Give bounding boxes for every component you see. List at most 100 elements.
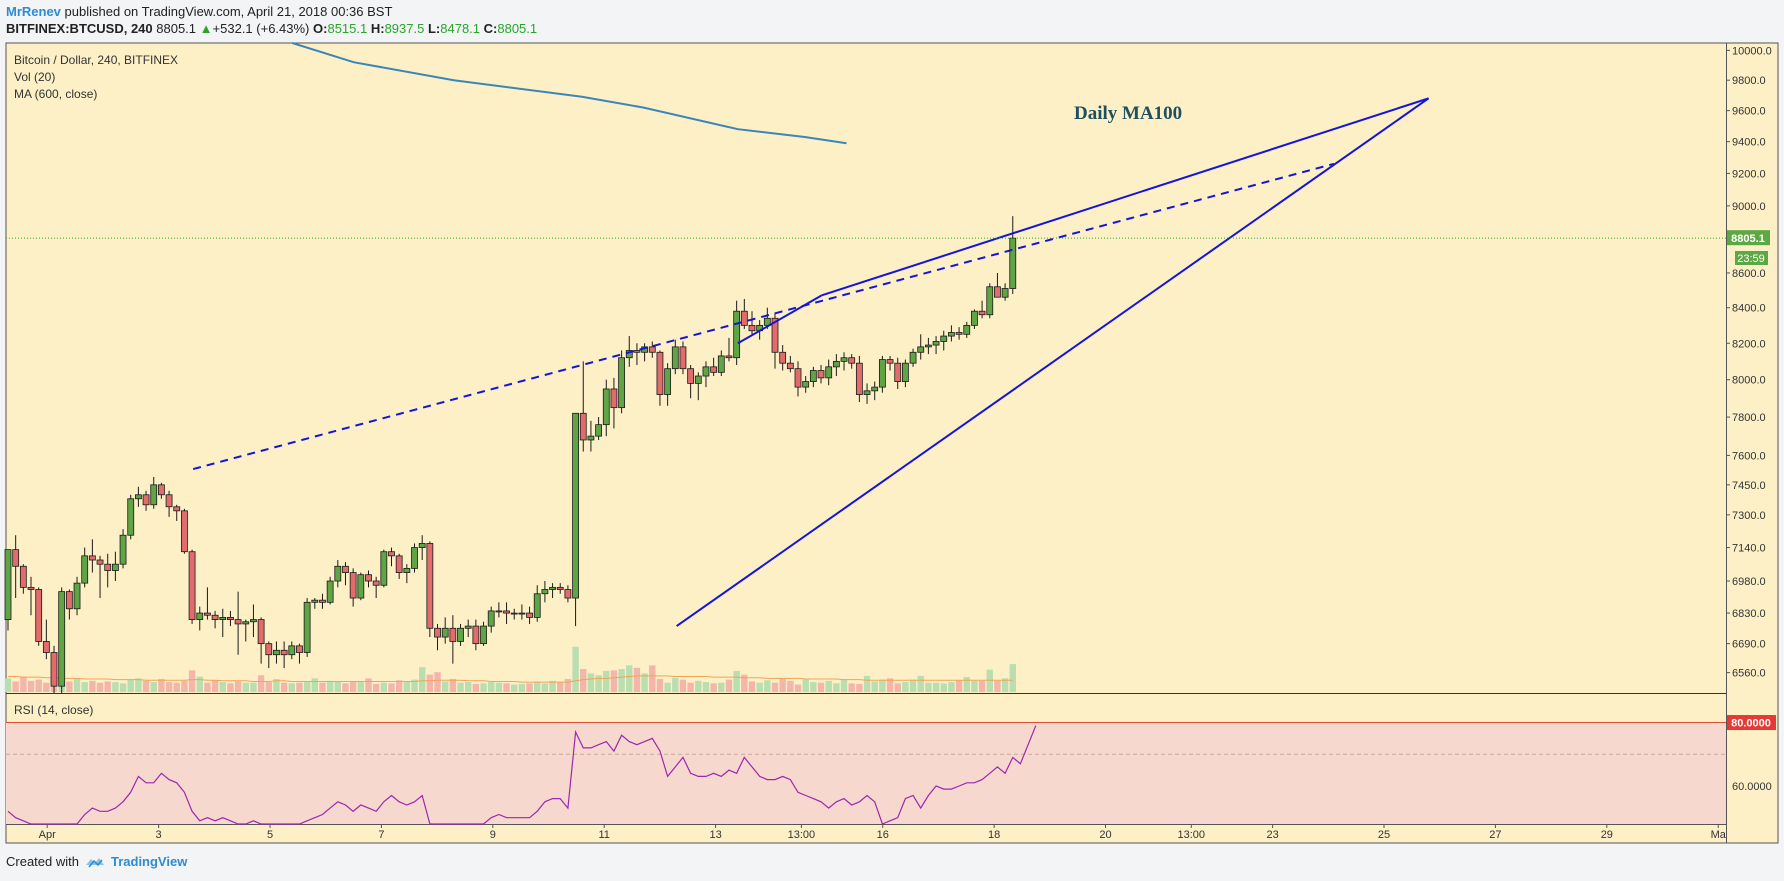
candle (380, 549, 388, 588)
time-tick-label: 18 (988, 829, 1000, 841)
candle-body (579, 412, 587, 441)
author-link[interactable]: MrRenev (6, 4, 61, 19)
candle-body (311, 599, 319, 603)
volume-bar (618, 669, 625, 692)
candle-body (19, 565, 27, 588)
candle (832, 354, 840, 377)
volume-bar (449, 678, 457, 692)
chart-legend-title: Bitcoin / Dollar, 240, BITFINEX (14, 53, 178, 67)
candle (227, 610, 234, 627)
rsi-overbought-band (6, 722, 1726, 824)
candle (656, 350, 664, 406)
price-tick-label: 8400.0 (1732, 303, 1766, 315)
candle (794, 361, 802, 397)
volume-bar (242, 682, 249, 692)
volume-bar (158, 678, 165, 692)
volume-bar (257, 675, 265, 692)
candle-body (27, 586, 35, 590)
volume-bar (227, 683, 234, 692)
candle-body (173, 506, 181, 512)
price-tick-label: 7300.0 (1732, 510, 1766, 522)
candle (65, 589, 73, 620)
candle-body (710, 366, 718, 373)
volume-legend: Vol (20) (14, 70, 55, 84)
candle (894, 357, 902, 389)
price-tick-label: 8000.0 (1732, 375, 1766, 387)
candle (326, 576, 334, 605)
volume-bar (395, 680, 403, 692)
rsi-tick-label: 60.0000 (1732, 781, 1772, 793)
candle-body (104, 563, 112, 571)
candle-body (395, 555, 403, 573)
candle (242, 619, 250, 642)
volume-bar (518, 683, 526, 692)
volume-bar (580, 669, 587, 692)
trendline (737, 294, 822, 345)
candle (181, 508, 188, 554)
tradingview-brand-link[interactable]: TradingView (110, 854, 188, 869)
volume-bar (273, 678, 280, 692)
candle-body (725, 355, 733, 359)
dashed-trendline (192, 162, 1335, 471)
candle (58, 587, 66, 693)
candle (472, 619, 480, 651)
ma-annotation[interactable]: Daily MA100 (1074, 103, 1182, 124)
candle (648, 341, 656, 358)
candle-body (111, 563, 119, 571)
candle (925, 337, 932, 355)
candle (234, 591, 242, 655)
candle (250, 604, 257, 638)
volume-bar (173, 682, 180, 692)
candle-body (694, 375, 702, 384)
volume-bar (794, 684, 802, 692)
candle (296, 643, 303, 664)
candle-body (288, 645, 296, 656)
candle-body (73, 582, 81, 610)
candle-body (771, 317, 779, 353)
candle (418, 535, 426, 561)
price-tick-label: 10000.0 (1732, 45, 1772, 57)
candle (909, 348, 917, 367)
volume-bar (81, 682, 88, 692)
low-label: L: (427, 21, 441, 36)
volume-bar (311, 678, 318, 692)
volume-bar (326, 680, 334, 692)
candle (365, 570, 372, 588)
candle-body (533, 593, 541, 618)
wedge-trendlines[interactable] (192, 97, 1430, 627)
volume-bar (672, 677, 679, 692)
volume-bar (296, 682, 303, 692)
candle (556, 583, 564, 594)
volume-bar (188, 670, 196, 692)
volume-bar (526, 683, 533, 692)
volume-bars (4, 646, 1016, 692)
volume-bar (20, 676, 27, 692)
candle (288, 641, 296, 660)
volume-bar (43, 682, 50, 692)
candle-body (303, 601, 311, 653)
publish-text: published on TradingView.com, April 21, … (64, 4, 393, 19)
candle (817, 365, 825, 384)
candle-body (994, 286, 1001, 298)
candle (526, 606, 533, 624)
candle-body (119, 534, 127, 565)
candle-body (909, 351, 917, 364)
volume-bar (848, 683, 855, 692)
candle (733, 300, 741, 366)
candle (702, 361, 710, 388)
candle (986, 283, 994, 319)
candle-body (648, 346, 656, 353)
time-axis-ticks: Apr 3 5 7 9 11 13 13:00 16 18 20 13:00 23 25 27 29 Ma (39, 824, 1727, 841)
candle-body (948, 332, 955, 337)
candle-body (50, 652, 58, 687)
candle (73, 576, 81, 616)
candle-body (380, 551, 388, 586)
candle (955, 327, 963, 340)
volume-bar (441, 681, 449, 692)
volume-bar (825, 680, 832, 692)
candle-body (150, 484, 158, 506)
price-tick-label: 7800.0 (1732, 412, 1766, 424)
time-tick-label: 29 (1601, 829, 1613, 841)
volume-bar (649, 665, 656, 692)
